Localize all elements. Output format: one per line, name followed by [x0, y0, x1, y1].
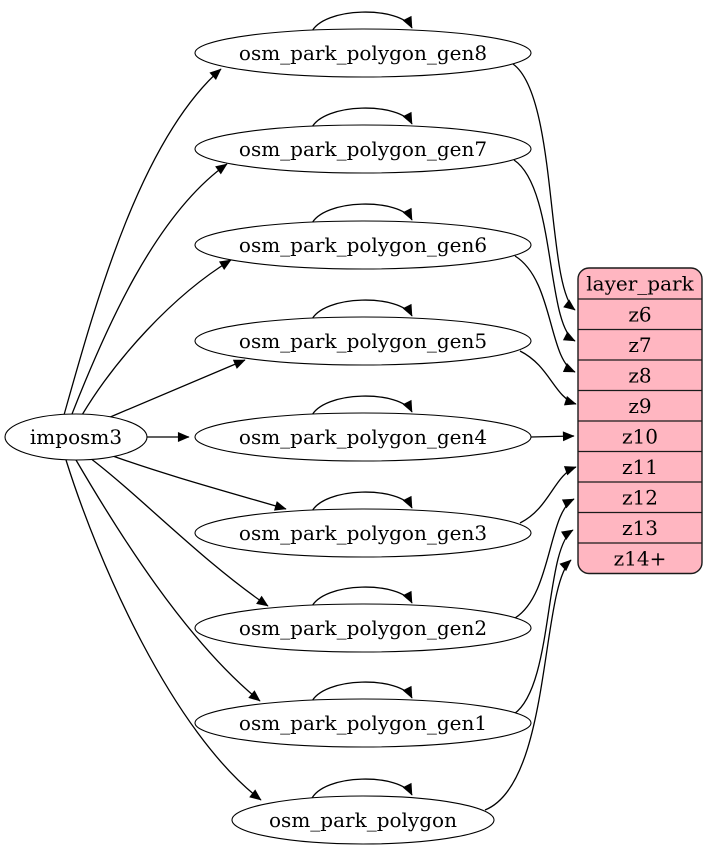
- node-label-osm_park_polygon_gen8: osm_park_polygon_gen8: [239, 41, 487, 65]
- edge-selfloop-osm_park_polygon_gen4: [310, 395, 413, 418]
- node-label-osm_park_polygon: osm_park_polygon: [269, 808, 457, 832]
- table-row-label-z14+: z14+: [614, 546, 667, 570]
- edge-imposm3-to-osm_park_polygon_gen8: [63, 68, 222, 416]
- table-header-label: layer_park: [586, 272, 694, 296]
- node-label-osm_park_polygon_gen5: osm_park_polygon_gen5: [239, 329, 487, 353]
- node-osm_park_polygon_gen3: osm_park_polygon_gen3: [194, 508, 532, 558]
- node-osm_park_polygon_gen4: osm_park_polygon_gen4: [194, 412, 532, 462]
- table-row-label-z11: z11: [622, 455, 658, 479]
- edge-osm_park_polygon_gen3-to-layer_park-z11: [519, 466, 577, 524]
- edge-osm_park_polygon_gen4-to-layer_park-z10: [530, 431, 575, 442]
- edge-selfloop-osm_park_polygon_gen1: [310, 681, 413, 704]
- node-label-osm_park_polygon_gen7: osm_park_polygon_gen7: [239, 137, 487, 161]
- node-label-osm_park_polygon_gen4: osm_park_polygon_gen4: [239, 425, 487, 449]
- edge-osm_park_polygon_gen6-to-layer_park-z8: [514, 255, 576, 373]
- edge-selfloop-osm_park_polygon_gen3: [310, 491, 413, 514]
- table-layer: layer_park z6 z7 z8 z9 z10 z11 z12 z13 z14+: [577, 267, 703, 575]
- node-ellipse-osm_park_polygon_gen4: [194, 412, 532, 462]
- node-osm_park_polygon_gen8: osm_park_polygon_gen8: [194, 28, 532, 78]
- edge-imposm3-to-osm_park_polygon: [65, 459, 262, 801]
- node-label-osm_park_polygon_gen2: osm_park_polygon_gen2: [239, 616, 487, 640]
- table-row-label-z8: z8: [628, 363, 651, 387]
- edge-selfloop-osm_park_polygon: [310, 778, 413, 801]
- node-label-osm_park_polygon_gen6: osm_park_polygon_gen6: [239, 233, 487, 257]
- node-label-osm_park_polygon_gen3: osm_park_polygon_gen3: [239, 521, 487, 545]
- edge-imposm3-to-osm_park_polygon_gen3: [109, 454, 287, 511]
- node-ellipse-osm_park_polygon_gen5: [194, 316, 532, 366]
- node-ellipse-osm_park_polygon: [231, 795, 495, 845]
- table-layer_park: layer_park z6 z7 z8 z9 z10 z11 z12 z13 z14+: [577, 267, 703, 575]
- edge-selfloop-osm_park_polygon_gen6: [310, 203, 413, 226]
- edge-osm_park_polygon_gen2-to-layer_park-z12: [514, 498, 575, 619]
- edge-imposm3-to-osm_park_polygon_gen6: [81, 259, 232, 416]
- table-row-label-z7: z7: [628, 333, 651, 357]
- edge-osm_park_polygon_gen8-to-layer_park-z6: [512, 63, 576, 311]
- edge-imposm3-to-osm_park_polygon_gen5: [107, 359, 246, 419]
- node-label-imposm3: imposm3: [30, 425, 122, 449]
- table-row-label-z10: z10: [622, 424, 658, 448]
- edge-osm_park_polygon_gen1-to-layer_park-z13: [513, 529, 574, 715]
- edge-osm_park_polygon-to-layer_park-z14+: [484, 559, 572, 811]
- nodes-layer: imposm3 osm_park_polygon_gen8 osm_park_pol…: [4, 28, 532, 845]
- node-label-osm_park_polygon_gen1: osm_park_polygon_gen1: [239, 711, 487, 735]
- node-ellipse-imposm3: [4, 413, 148, 461]
- edges-layer: [63, 11, 577, 811]
- node-osm_park_polygon_gen1: osm_park_polygon_gen1: [194, 698, 532, 748]
- edge-imposm3-to-osm_park_polygon_gen1: [75, 459, 261, 702]
- edge-selfloop-osm_park_polygon_gen5: [310, 299, 413, 322]
- edge-selfloop-osm_park_polygon_gen2: [310, 586, 413, 609]
- node-osm_park_polygon: osm_park_polygon: [231, 795, 495, 845]
- node-imposm3: imposm3: [4, 413, 148, 461]
- node-ellipse-osm_park_polygon_gen2: [194, 603, 532, 653]
- edge-imposm3-to-osm_park_polygon_gen2: [89, 457, 269, 607]
- table-row-label-z6: z6: [628, 302, 651, 326]
- node-osm_park_polygon_gen6: osm_park_polygon_gen6: [194, 220, 532, 270]
- table-row-label-z12: z12: [622, 485, 658, 509]
- node-ellipse-osm_park_polygon_gen3: [194, 508, 532, 558]
- node-ellipse-osm_park_polygon_gen8: [194, 28, 532, 78]
- node-ellipse-osm_park_polygon_gen7: [194, 124, 532, 174]
- edge-osm_park_polygon_gen7-to-layer_park-z7: [513, 159, 576, 342]
- edge-osm_park_polygon_gen5-to-layer_park-z9: [519, 350, 577, 406]
- edge-selfloop-osm_park_polygon_gen8: [310, 11, 413, 34]
- table-row-label-z9: z9: [628, 394, 651, 418]
- edge-imposm3-to-osm_park_polygon_gen7: [71, 163, 228, 415]
- node-osm_park_polygon_gen5: osm_park_polygon_gen5: [194, 316, 532, 366]
- node-osm_park_polygon_gen7: osm_park_polygon_gen7: [194, 124, 532, 174]
- edge-selfloop-osm_park_polygon_gen7: [310, 107, 413, 130]
- node-ellipse-osm_park_polygon_gen1: [194, 698, 532, 748]
- table-row-label-z13: z13: [622, 516, 658, 540]
- node-osm_park_polygon_gen2: osm_park_polygon_gen2: [194, 603, 532, 653]
- node-ellipse-osm_park_polygon_gen6: [194, 220, 532, 270]
